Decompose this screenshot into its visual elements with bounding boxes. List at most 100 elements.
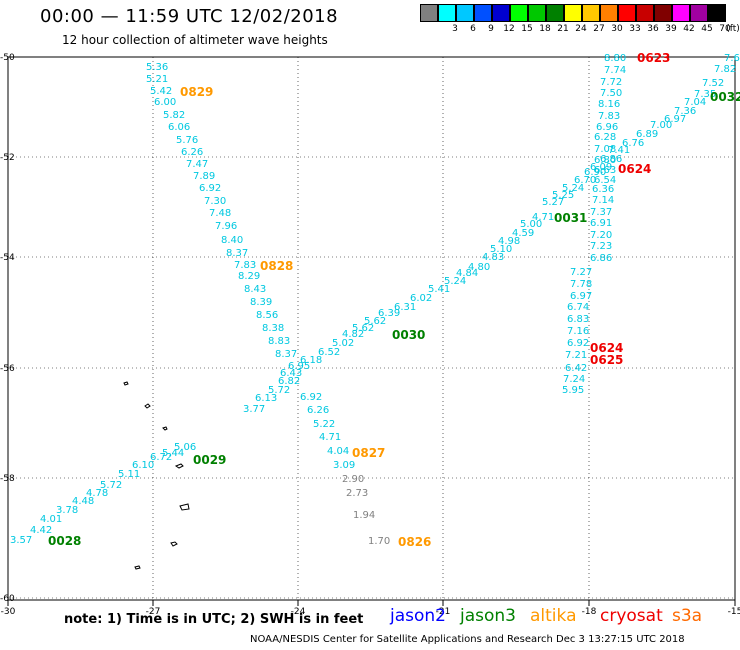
wave-height-value: 5.41 (428, 284, 450, 295)
wave-height-value: 5.62 (364, 316, 386, 327)
legend-tick-label: 6 (470, 24, 476, 34)
wave-height-value: 2.90 (342, 474, 364, 485)
wave-height-value: 4.80 (468, 262, 490, 273)
legend-swatch (708, 4, 726, 22)
pass-time-label: 0623 (637, 51, 670, 65)
legend-swatch (618, 4, 636, 22)
wave-height-value: 4.83 (482, 252, 504, 263)
wave-height-value: 7.24 (563, 374, 585, 385)
legend-tick-label: 45 (701, 24, 713, 34)
pass-time-label: 0827 (352, 446, 385, 460)
wave-height-labels: 5.365.215.426.005.826.065.766.267.477.89… (10, 53, 740, 547)
wave-height-value: 8.16 (598, 99, 620, 110)
wave-height-value: 3.77 (243, 404, 265, 415)
wave-height-value: 6.96 (596, 122, 618, 133)
wave-height-value: 6.97 (664, 114, 686, 125)
wave-height-value: 8.40 (221, 235, 243, 246)
wave-height-value: 7.89 (193, 171, 215, 182)
wave-height-value: 6.82 (278, 376, 300, 387)
pass-time-label: 0624 (618, 162, 651, 176)
wave-height-value: 7.41 (608, 145, 630, 156)
credit-line: NOAA/NESDIS Center for Satellite Applica… (250, 634, 685, 645)
wave-height-value: 7.37 (590, 207, 612, 218)
legend-swatch (690, 4, 708, 22)
wave-height-value: 5.72 (268, 385, 290, 396)
lon-tick-label: -15 (728, 607, 740, 617)
lat-tick-label: -54 (0, 253, 15, 263)
wave-height-value: 5.62 (352, 323, 374, 334)
wave-height-value: 7.50 (600, 88, 622, 99)
wave-height-value: 7.27 (570, 267, 592, 278)
lon-tick-label: -18 (582, 607, 597, 617)
island-outline (170, 541, 178, 547)
lat-tick-label: -52 (0, 153, 15, 163)
wave-height-value: 6.09 (590, 162, 612, 173)
wave-height-value: 6.95 (288, 361, 310, 372)
wave-height-value: 7.83 (234, 260, 256, 271)
lat-tick-label: -56 (0, 364, 15, 374)
wave-height-value: 6.36 (592, 184, 614, 195)
wave-height-value: 4.71 (532, 212, 554, 223)
pass-time-label: 0826 (398, 535, 431, 549)
wave-height-value: 6.89 (636, 129, 658, 140)
wave-height-value: 6.52 (318, 347, 340, 358)
satellite-legend-cryosat: cryosat (600, 606, 663, 626)
wave-height-value: 5.11 (118, 469, 140, 480)
lon-tick-label: -30 (1, 607, 16, 617)
wave-height-value: 6.91 (590, 218, 612, 229)
units-note: note: 1) Time is in UTC; 2) SWH is in fe… (64, 612, 364, 627)
wave-height-value: 6.00 (154, 97, 176, 108)
legend-tick-label: 24 (575, 24, 587, 34)
pass-time-label: 0029 (193, 453, 226, 467)
wave-height-value: 5.76 (176, 135, 198, 146)
wave-height-value: 4.04 (327, 446, 349, 457)
pass-time-label: 0032 (710, 90, 740, 104)
wave-height-value: 6.13 (255, 393, 277, 404)
legend-tick-label: 21 (557, 24, 569, 34)
wave-height-value: 5.27 (542, 197, 564, 208)
wave-height-value: 7.20 (590, 230, 612, 241)
wave-height-value: 4.48 (72, 496, 94, 507)
legend-tick-label: 39 (665, 24, 677, 34)
wave-height-value: 7.78 (570, 279, 592, 290)
pass-time-label: 0624 (590, 341, 623, 355)
island-outline (174, 463, 184, 469)
wave-height-value: 7.74 (604, 65, 626, 76)
wave-height-value: 1.94 (353, 510, 375, 521)
wave-height-value: 4.98 (498, 236, 520, 247)
wave-height-value: 6.97 (570, 291, 592, 302)
legend-tick-label: 33 (629, 24, 641, 34)
wave-height-value: 6.70 (574, 175, 596, 186)
wave-height-value: 7.21 (565, 350, 587, 361)
wave-height-value: 6.54 (594, 175, 616, 186)
wave-height-value: 7.82 (714, 64, 736, 75)
wave-height-value: 7.83 (598, 111, 620, 122)
wave-height-value: 6.92 (567, 338, 589, 349)
lon-tick-label: -24 (291, 607, 306, 617)
lon-tick-label: -27 (146, 607, 161, 617)
wave-height-value: 3.78 (56, 505, 78, 516)
wave-height-value: 8.43 (244, 284, 266, 295)
wave-height-value: 6.86 (590, 253, 612, 264)
wave-height-value: 8.83 (268, 336, 290, 347)
map-subtitle: 12 hour collection of altimeter wave hei… (62, 33, 328, 47)
legend-tick-label: 27 (593, 24, 605, 34)
wave-height-value: 4.42 (30, 525, 52, 536)
legend-swatch (654, 4, 672, 22)
wave-height-value: 7.52 (702, 78, 724, 89)
legend-swatch (420, 4, 438, 22)
legend-tick-label: 42 (683, 24, 695, 34)
wave-height-value: 2.73 (346, 488, 368, 499)
pass-time-labels: 0829 0828 0827 0826 0029 0028 0030 0031 0032 0623… (48, 51, 740, 549)
pass-time-label: 0829 (180, 85, 213, 99)
legend-tick-label: 3 (452, 24, 458, 34)
lat-tick-label: -58 (0, 474, 15, 484)
satellite-legend-jason2: jason2 (390, 606, 446, 626)
wave-height-value: 6.63 (594, 165, 616, 176)
legend-tick-label: 70 (719, 24, 731, 34)
wave-height-value: 6.76 (622, 138, 644, 149)
wave-height-value: 5.24 (562, 183, 584, 194)
wave-height-value: 5.82 (163, 110, 185, 121)
legend-tick-label: 15 (521, 24, 533, 34)
wave-height-value: 7.00 (650, 120, 672, 131)
